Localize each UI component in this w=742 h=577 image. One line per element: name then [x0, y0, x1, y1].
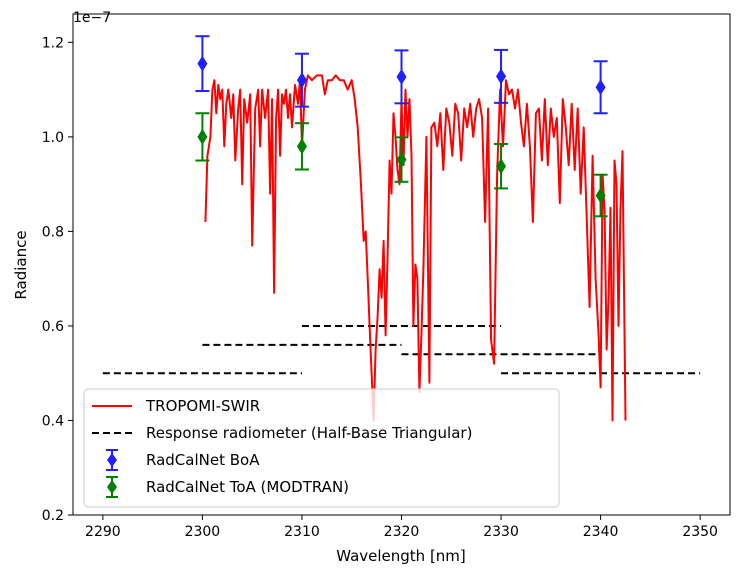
toa-point-0	[195, 112, 210, 162]
boa-point-1	[294, 52, 309, 108]
boa-marker-2	[396, 68, 407, 85]
legend-toa-swatch	[106, 476, 118, 498]
legend-boa-label: RadCalNet BoA	[146, 451, 260, 469]
y-tick-label-1: 0.4	[42, 413, 64, 429]
boa-point-0	[195, 35, 210, 93]
toa-marker-4	[595, 187, 606, 204]
x-tick-label-3: 2320	[384, 524, 420, 540]
x-tick-label-4: 2330	[483, 524, 519, 540]
offset-label: 1e−7	[73, 10, 111, 26]
toa-marker-3	[496, 158, 507, 175]
x-tick-label-6: 2350	[682, 524, 718, 540]
boa-point-3	[494, 48, 509, 104]
boa-point-2	[394, 49, 409, 105]
toa-point-4	[593, 173, 608, 218]
y-tick-label-2: 0.6	[42, 319, 64, 335]
legend-box	[83, 388, 560, 508]
toa-point-2	[394, 136, 409, 183]
legend-toa-label: RadCalNet ToA (MODTRAN)	[146, 478, 349, 496]
toa-point-1	[294, 122, 309, 171]
x-tick-label-1: 2300	[185, 524, 221, 540]
y-tick-label-5: 1.2	[42, 35, 64, 51]
legend-boa-swatch	[106, 449, 118, 471]
y-axis-label: Radiance	[12, 230, 30, 299]
y-tick-label-0: 0.2	[42, 508, 64, 524]
boa-marker-1	[296, 72, 307, 89]
axis-ticks: 2290 2300 2310 2320 2330 2340 2350 0.2 0.4 0.6 0.8…	[42, 35, 718, 540]
boa-point-4	[593, 60, 608, 115]
boa-marker-0	[197, 55, 208, 72]
legend-tropomi-label: TROPOMI-SWIR	[145, 397, 260, 415]
x-axis-label: Wavelength [nm]	[336, 547, 466, 565]
plot-area	[102, 35, 701, 422]
plot-frame	[72, 13, 731, 516]
x-tick-label-2: 2310	[284, 524, 320, 540]
toa-marker-1	[296, 138, 307, 155]
legend: TROPOMI-SWIR Response radiometer (Half-B…	[83, 388, 560, 508]
x-tick-label-0: 2290	[85, 524, 121, 540]
tropomi-swir-line	[204, 74, 627, 422]
y-tick-label-3: 0.8	[42, 224, 64, 240]
toa-marker-0	[197, 128, 208, 145]
toa-point-3	[494, 142, 509, 190]
boa-marker-4	[595, 79, 606, 96]
legend-response-label: Response radiometer (Half-Base Triangula…	[146, 424, 472, 442]
x-tick-label-5: 2340	[583, 524, 619, 540]
y-tick-label-4: 1.0	[42, 130, 64, 146]
boa-marker-3	[496, 68, 507, 85]
toa-marker-2	[396, 151, 407, 168]
